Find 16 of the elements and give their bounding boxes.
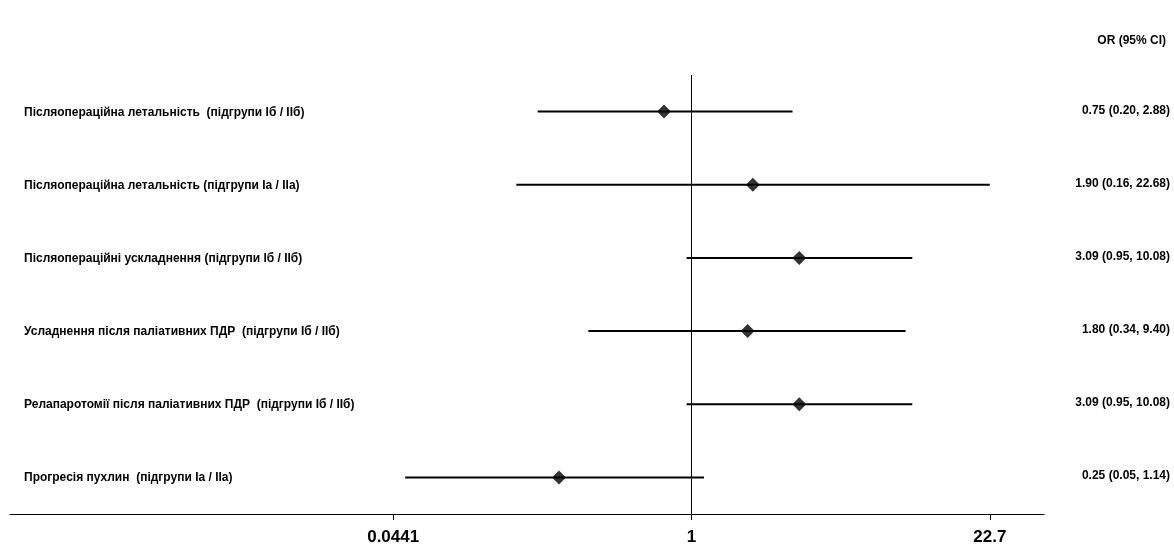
y-tick-label: Післяопераційна летальність (підгрупи Іа / ІІа) — [24, 177, 300, 192]
y-tick-label: Післяопераційні ускладнення (підгрупи Іб / ІІб) — [24, 250, 303, 265]
y-tick-label: Усладнення після паліативних ПДР (підгрупи Іб / ІІб) — [24, 324, 340, 339]
data-label: 3.09 (0.95, 10.08) — [1075, 395, 1170, 410]
data-label: 3.09 (0.95, 10.08) — [1075, 248, 1170, 263]
x-tick-label: 1 — [686, 527, 697, 546]
x-tick-label: 0.0441 — [367, 527, 420, 546]
y-tick-label: Релапаротомії після паліативних ПДР (підгрупи Іб / ІІб) — [24, 397, 355, 412]
data-label: 1.90 (0.16, 22.68) — [1075, 175, 1170, 190]
text: OR (95% CI) — [1097, 33, 1167, 47]
y-tick-label: Прогресія пухлин (підгрупи Іа / ІІа) — [24, 470, 233, 485]
data-label: 1.80 (0.34, 9.40) — [1081, 322, 1170, 337]
data-label: 0.25 (0.05, 1.14) — [1081, 468, 1170, 483]
x-tick-label: 22.7 — [973, 527, 1007, 546]
data-label: 0.75 (0.20, 2.88) — [1081, 102, 1170, 117]
y-tick-label: Післяопераційна летальність (підгрупи Іб / ІІб) — [24, 104, 305, 119]
